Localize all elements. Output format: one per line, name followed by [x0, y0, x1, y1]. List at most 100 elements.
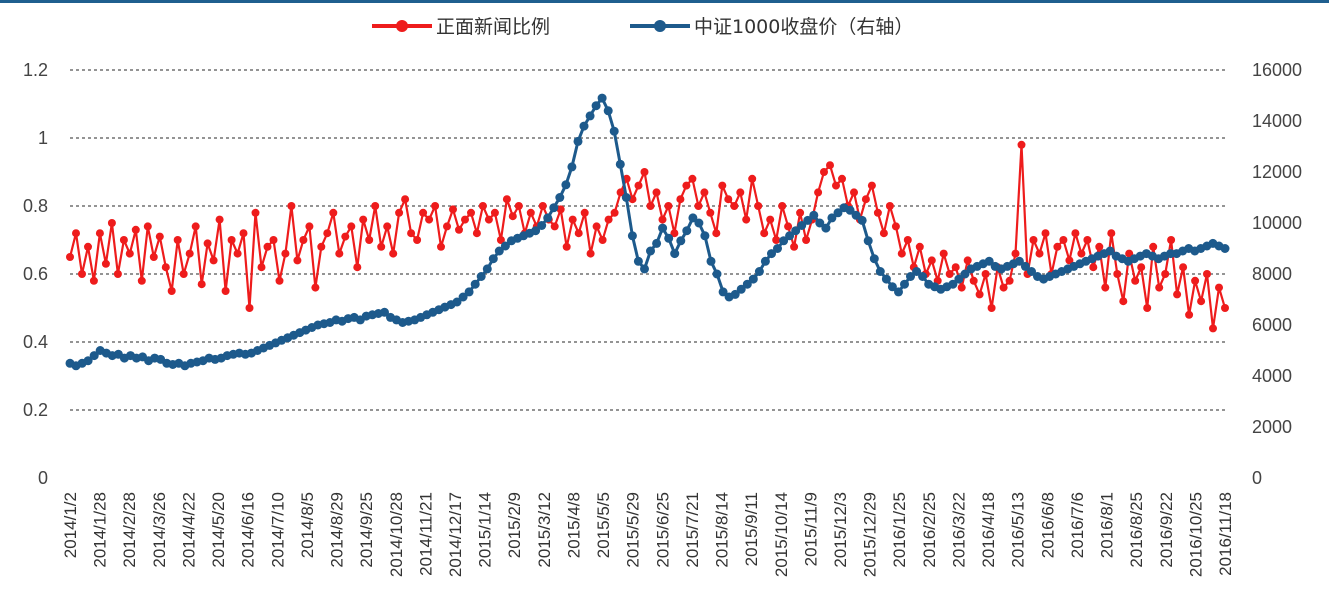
data-point — [634, 181, 643, 190]
data-point — [311, 283, 320, 292]
data-point — [694, 218, 704, 228]
data-point — [1179, 263, 1188, 272]
data-point — [377, 242, 386, 251]
data-point — [1143, 304, 1152, 312]
x-tick-label: 2015/6/25 — [653, 492, 672, 568]
x-tick-label: 2015/10/14 — [772, 492, 791, 577]
x-tick-label: 2015/7/21 — [683, 492, 702, 568]
data-point — [585, 111, 595, 121]
data-point — [640, 168, 649, 176]
data-point — [820, 168, 828, 176]
x-tick-label: 2014/7/10 — [268, 492, 287, 568]
x-tick-label: 2016/10/25 — [1186, 492, 1205, 577]
data-point — [476, 272, 486, 281]
data-point — [452, 297, 462, 307]
data-point — [1155, 283, 1164, 292]
data-point — [413, 236, 422, 244]
data-point — [736, 188, 745, 197]
data-point — [984, 256, 994, 266]
data-point — [706, 208, 715, 217]
data-point — [1101, 283, 1110, 292]
data-point — [957, 283, 966, 292]
data-point — [263, 242, 272, 251]
data-point — [482, 264, 492, 274]
data-point — [885, 202, 894, 210]
data-point — [458, 292, 468, 302]
data-point — [245, 304, 254, 312]
data-point — [365, 236, 374, 244]
data-point — [1173, 290, 1182, 299]
x-tick-label: 2014/8/29 — [328, 492, 347, 568]
x-tick-label: 2015/5/5 — [594, 492, 613, 558]
data-point — [809, 210, 819, 220]
data-point — [1041, 229, 1050, 238]
data-point — [173, 236, 182, 244]
data-point — [359, 215, 368, 224]
data-point — [508, 212, 517, 221]
data-point — [1014, 256, 1024, 266]
x-tick-label: 2016/11/18 — [1216, 492, 1235, 576]
data-point — [538, 202, 547, 210]
data-point — [688, 174, 697, 183]
data-point — [694, 202, 703, 210]
data-point — [425, 215, 434, 224]
data-point — [455, 225, 463, 234]
data-point — [790, 242, 799, 251]
right-tick-label: 2000 — [1252, 417, 1292, 437]
data-point — [903, 236, 912, 244]
data-point — [449, 205, 457, 214]
data-point — [488, 254, 498, 264]
x-tick-label: 2016/3/22 — [949, 492, 968, 568]
data-point — [526, 208, 535, 217]
data-point — [1197, 297, 1206, 306]
data-point — [867, 181, 876, 190]
data-point — [1095, 242, 1104, 251]
data-point — [948, 279, 958, 289]
data-point — [760, 229, 769, 238]
x-tick-label: 2014/4/22 — [179, 492, 198, 568]
data-point — [1035, 249, 1044, 258]
data-point — [341, 232, 350, 241]
data-point — [797, 221, 807, 230]
data-point — [670, 249, 680, 259]
data-point — [963, 256, 972, 265]
data-point — [1053, 242, 1062, 251]
data-point — [419, 208, 428, 217]
x-tick-label: 2014/12/17 — [446, 492, 465, 577]
x-tick-label: 2015/12/3 — [831, 492, 850, 568]
x-tick-label: 2014/6/16 — [239, 492, 258, 568]
data-point — [347, 222, 356, 231]
data-point — [1203, 270, 1211, 278]
data-point — [897, 249, 906, 258]
data-point — [718, 181, 727, 190]
x-tick-label: 2016/2/25 — [920, 492, 939, 568]
data-point — [718, 287, 728, 297]
data-point — [981, 270, 990, 278]
right-tick-label: 0 — [1252, 468, 1262, 488]
data-point — [78, 270, 86, 278]
left-tick-label: 1 — [38, 128, 48, 148]
data-point — [556, 205, 565, 214]
data-point — [562, 242, 571, 251]
data-point — [900, 279, 909, 289]
data-point — [627, 231, 637, 241]
data-point — [615, 159, 625, 169]
data-point — [827, 213, 837, 223]
data-point — [960, 269, 970, 279]
data-point — [185, 249, 194, 258]
series-layer — [65, 93, 1230, 371]
right-tick-label: 6000 — [1252, 315, 1292, 335]
data-point — [826, 161, 834, 170]
data-point — [1027, 267, 1036, 276]
data-point — [700, 188, 709, 197]
data-point — [293, 256, 302, 265]
data-point — [712, 269, 722, 279]
right-tick-label: 4000 — [1252, 366, 1292, 386]
x-tick-label: 2015/12/29 — [861, 492, 880, 577]
top-border — [0, 0, 1329, 3]
x-tick-label: 2016/8/1 — [1098, 492, 1117, 558]
data-point — [945, 270, 954, 278]
data-point — [329, 208, 338, 217]
data-point — [209, 256, 218, 265]
data-point — [850, 188, 858, 197]
